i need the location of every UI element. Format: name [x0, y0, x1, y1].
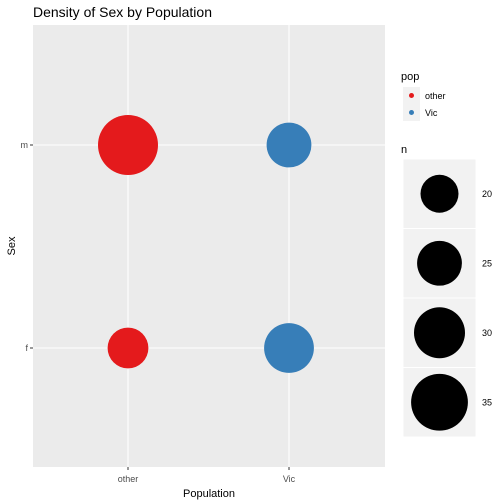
y-tick-label-m: m	[21, 140, 29, 150]
y-axis-title: Sex	[6, 236, 18, 255]
legend-n: n 20 25 30 35	[401, 144, 492, 438]
gridlines	[33, 25, 385, 467]
point-Vic-f	[264, 323, 314, 373]
y-axis: fm	[21, 140, 33, 353]
legend-n-label-25: 25	[482, 258, 492, 268]
legend-pop-label-Vic: Vic	[425, 108, 438, 118]
legend-n-dot-25	[417, 240, 462, 286]
x-axis: other Vic	[118, 467, 296, 484]
legend-pop-title: pop	[401, 71, 419, 83]
legend-pop-label-other: other	[425, 91, 446, 101]
chart-title: Density of Sex by Population	[33, 4, 212, 20]
legend-n-dot-20	[420, 174, 459, 213]
legend-n-label-30: 30	[482, 328, 492, 338]
legend-n-label-20: 20	[482, 189, 492, 199]
plot-panel	[33, 25, 385, 467]
point-other-m	[98, 115, 158, 175]
y-tick-label-f: f	[25, 343, 28, 353]
legend-pop-dot-Vic	[409, 110, 414, 115]
legend-n-dot-30	[414, 307, 465, 359]
legend-pop: pop other Vic	[401, 71, 446, 121]
points-layer	[98, 115, 314, 373]
x-axis-title: Population	[183, 488, 235, 500]
point-Vic-m	[266, 122, 312, 168]
legend-n-title: n	[401, 144, 407, 156]
point-other-f	[107, 327, 149, 369]
x-tick-label-other: other	[118, 474, 139, 484]
x-tick-label-Vic: Vic	[283, 474, 296, 484]
legend-pop-dot-other	[409, 93, 414, 98]
legend-n-label-35: 35	[482, 397, 492, 407]
legend-n-dot-35	[411, 373, 468, 431]
